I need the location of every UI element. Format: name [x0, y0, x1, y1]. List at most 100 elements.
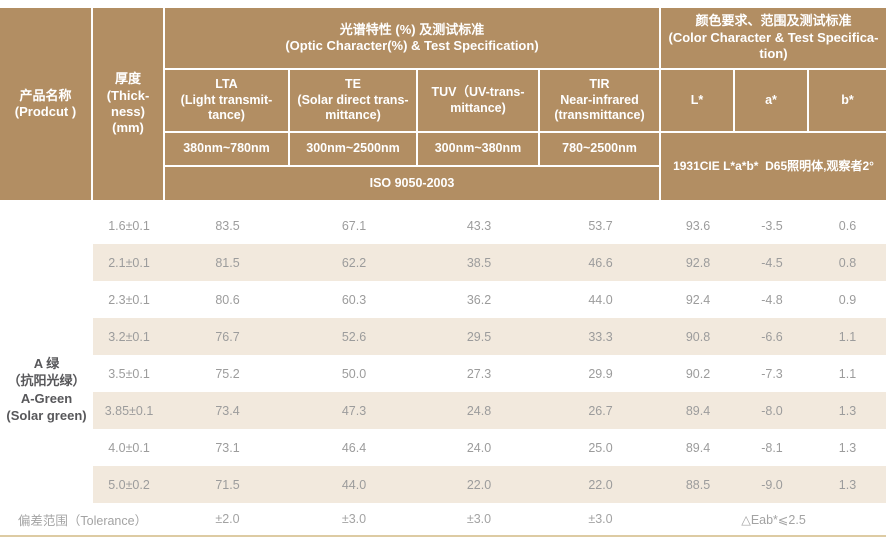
cie-standard-cell: 1931CIE L*a*b* D65照明体,观察者2° [661, 133, 886, 200]
b-star-value: 0.8 [838, 255, 857, 270]
l-star-value: 89.4 [685, 440, 711, 455]
wavelength-range-tuv: 300nm~380nm [418, 133, 538, 165]
thickness-value: 1.6±0.1 [108, 218, 150, 233]
b-star-value: 1.1 [838, 366, 857, 381]
l-star-value: 92.8 [685, 255, 711, 270]
header-line: 产品名称 [19, 87, 72, 103]
product-name-line: （抗阳光绿） [7, 373, 86, 389]
header-line: TIR [589, 76, 610, 91]
l-star-value: 89.4 [685, 403, 711, 418]
product-column-spacer [0, 318, 93, 355]
header-line: (Solar direct trans- [297, 92, 409, 107]
wavelength-range-te: 300nm~2500nm [290, 133, 416, 165]
header-line: (transmittance) [554, 108, 645, 123]
header-line: tion) [759, 46, 788, 62]
table-body: A 绿 （抗阳光绿） A-Green (Solar green) 1.6±0.1… [0, 207, 886, 537]
a-star-value: -6.6 [761, 329, 783, 344]
a-star-value: -8.0 [761, 403, 783, 418]
tir-value: 53.7 [588, 218, 613, 233]
table-row: 5.0±0.2 71.5 44.0 22.0 22.0 88.5 -9.0 1.… [0, 466, 886, 503]
te-value: 46.4 [341, 440, 367, 455]
tuv-value: 43.3 [466, 218, 492, 233]
product-column-spacer [0, 392, 93, 429]
thickness-value: 3.85±0.1 [104, 403, 154, 418]
tuv-value: 22.0 [466, 477, 492, 492]
product-column-spacer [0, 466, 93, 503]
header-line: 厚度 [114, 71, 141, 87]
row-band: 3.85±0.1 73.4 47.3 24.8 26.7 89.4 -8.0 1… [93, 392, 886, 429]
table-row: 1.6±0.1 83.5 67.1 43.3 53.7 93.6 -3.5 0.… [0, 207, 886, 244]
a-star-value: -8.1 [761, 440, 783, 455]
tuv-value: 29.5 [466, 329, 492, 344]
color-group-header: 颜色要求、范围及测试标准 (Color Character & Test Spe… [661, 8, 886, 68]
header-line: (mm) [112, 120, 144, 136]
header-line: (Thick- [106, 87, 150, 103]
header-product-cell: 产品名称 (Prodcut ) [0, 8, 91, 200]
lta-value: 76.7 [215, 329, 240, 344]
b-star-value: 0.9 [838, 292, 857, 307]
thickness-value: 3.2±0.1 [108, 329, 150, 344]
tuv-value: 24.8 [466, 403, 492, 418]
row-band: 2.3±0.1 80.6 60.3 36.2 44.0 92.4 -4.8 0.… [93, 281, 886, 318]
table-row: 3.2±0.1 76.7 52.6 29.5 33.3 90.8 -6.6 1.… [0, 318, 886, 355]
te-value: 44.0 [341, 477, 367, 492]
tir-value: 25.0 [588, 440, 613, 455]
product-name-line: A 绿 [33, 356, 60, 371]
iso-standard-cell: ISO 9050-2003 [165, 167, 659, 200]
tir-value: 44.0 [588, 292, 613, 307]
row-band: 1.6±0.1 83.5 67.1 43.3 53.7 93.6 -3.5 0.… [93, 207, 886, 244]
product-column-spacer [0, 429, 93, 466]
optic-group-header: 光谱特性 (%) 及测试标准 (Optic Character(%) & Tes… [165, 8, 659, 68]
lta-value: 71.5 [215, 477, 240, 492]
te-value: 67.1 [341, 218, 367, 233]
te-value: 60.3 [341, 292, 367, 307]
table-row: 2.3±0.1 80.6 60.3 36.2 44.0 92.4 -4.8 0.… [0, 281, 886, 318]
header-line: mittance) [325, 108, 381, 123]
thickness-value: 3.5±0.1 [108, 366, 150, 381]
lta-value: 75.2 [215, 366, 240, 381]
product-name-cell: A 绿 （抗阳光绿） A-Green (Solar green) [0, 355, 93, 424]
tir-value: 26.7 [588, 403, 613, 418]
tuv-value: 36.2 [466, 292, 492, 307]
lta-value: 80.6 [215, 292, 240, 307]
thickness-value: 2.1±0.1 [108, 255, 150, 270]
tolerance-label: 偏差范围（Tolerance） [17, 513, 148, 528]
tolerance-lta: ±2.0 [215, 512, 240, 526]
row-band: 4.0±0.1 73.1 46.4 24.0 25.0 89.4 -8.1 1.… [93, 429, 886, 466]
te-value: 52.6 [341, 329, 367, 344]
lta-value: 81.5 [215, 255, 240, 270]
thickness-value: 5.0±0.2 [108, 477, 150, 492]
column-header-lta: LTA (Light transmit- tance) [165, 70, 288, 131]
l-star-value: 93.6 [685, 218, 711, 233]
wavelength-range-tir: 780~2500nm [540, 133, 659, 165]
l-star-value: 88.5 [685, 477, 711, 492]
header-line: (Prodcut ) [14, 104, 77, 119]
row-band: 3.5±0.1 75.2 50.0 27.3 29.9 90.2 -7.3 1.… [93, 355, 886, 392]
wavelength-range-lta: 380nm~780nm [165, 133, 288, 165]
l-star-value: 90.2 [685, 366, 711, 381]
header-line: (Optic Character(%) & Test Specification… [285, 38, 539, 53]
b-star-value: 1.3 [838, 477, 857, 492]
bottom-divider [0, 535, 886, 537]
tir-value: 29.9 [588, 366, 613, 381]
tolerance-lab: △Eab*⩽2.5 [741, 512, 806, 527]
header-line: (Light transmit- [180, 92, 273, 107]
product-name-line: A-Green [20, 390, 73, 406]
header-line: mittance) [450, 100, 506, 115]
tolerance-row: 偏差范围（Tolerance） ±2.0 ±3.0 ±3.0 ±3.0 △Eab… [0, 503, 886, 535]
header-thickness-cell: 厚度 (Thick- ness) (mm) [93, 8, 163, 200]
column-header-b-star: b* [809, 70, 886, 131]
l-star-value: 92.4 [685, 292, 711, 307]
table-header: 产品名称 (Prodcut ) 厚度 (Thick- ness) (mm) 光谱… [0, 8, 886, 200]
row-band: 2.1±0.1 81.5 62.2 38.5 46.6 92.8 -4.5 0.… [93, 244, 886, 281]
te-value: 62.2 [341, 255, 367, 270]
header-line: LTA [215, 76, 238, 91]
tolerance-tir: ±3.0 [588, 512, 613, 526]
product-column-spacer [0, 244, 93, 281]
tuv-value: 27.3 [466, 366, 492, 381]
header-line: Near-infrared [560, 92, 639, 107]
header-line: 光谱特性 (%) 及测试标准 [339, 21, 485, 37]
lta-value: 73.4 [215, 403, 240, 418]
b-star-value: 1.1 [838, 329, 857, 344]
